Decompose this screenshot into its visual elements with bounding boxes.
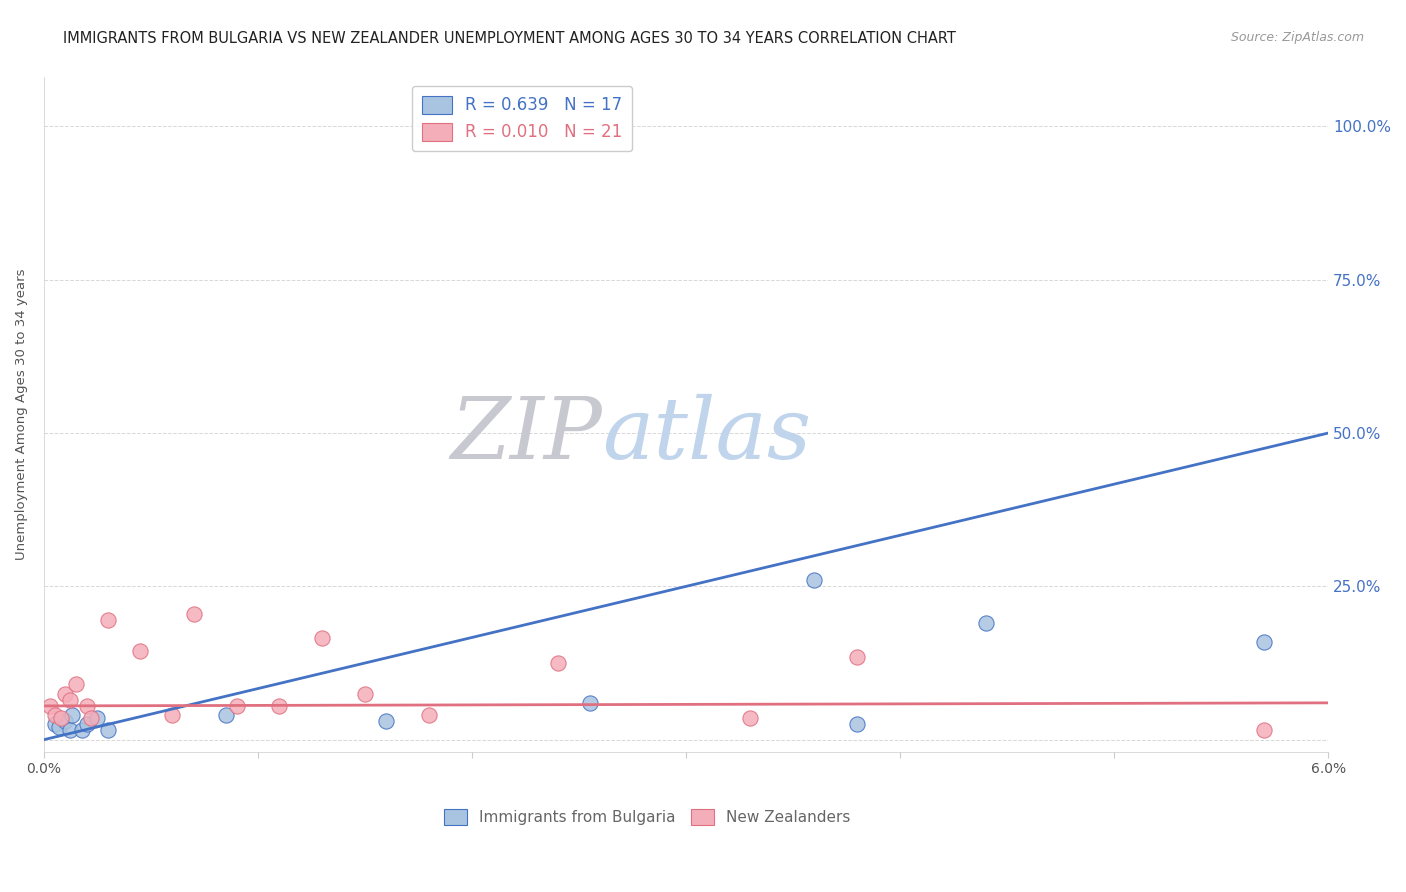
Point — [547, 656, 569, 670]
Text: IMMIGRANTS FROM BULGARIA VS NEW ZEALANDER UNEMPLOYMENT AMONG AGES 30 TO 34 YEARS: IMMIGRANTS FROM BULGARIA VS NEW ZEALANDE… — [63, 31, 956, 46]
Point — [974, 616, 997, 631]
Point — [162, 708, 184, 723]
Y-axis label: Unemployment Among Ages 30 to 34 years: Unemployment Among Ages 30 to 34 years — [15, 268, 28, 560]
Point — [49, 711, 72, 725]
Point — [803, 573, 825, 587]
Point — [86, 711, 108, 725]
Point — [740, 711, 762, 725]
Point — [76, 717, 98, 731]
Point — [76, 698, 98, 713]
Point — [129, 644, 152, 658]
Point — [97, 723, 120, 738]
Point — [59, 693, 82, 707]
Point — [48, 720, 70, 734]
Point — [44, 708, 66, 723]
Point — [589, 120, 612, 134]
Point — [97, 613, 120, 627]
Point — [59, 723, 82, 738]
Point — [578, 696, 600, 710]
Point — [311, 632, 333, 646]
Point — [53, 714, 76, 729]
Point — [418, 708, 440, 723]
Point — [39, 698, 62, 713]
Point — [72, 723, 94, 738]
Point — [215, 708, 238, 723]
Point — [225, 698, 247, 713]
Point — [375, 714, 398, 729]
Point — [44, 717, 66, 731]
Point — [846, 649, 869, 664]
Point — [53, 687, 76, 701]
Point — [354, 687, 377, 701]
Point — [80, 711, 103, 725]
Point — [269, 698, 291, 713]
Text: ZIP: ZIP — [451, 393, 603, 476]
Point — [60, 708, 83, 723]
Point — [183, 607, 205, 621]
Point — [65, 677, 87, 691]
Point — [846, 717, 869, 731]
Point — [1253, 723, 1275, 738]
Text: Source: ZipAtlas.com: Source: ZipAtlas.com — [1230, 31, 1364, 45]
Legend: Immigrants from Bulgaria, New Zealanders: Immigrants from Bulgaria, New Zealanders — [439, 804, 856, 831]
Point — [1253, 634, 1275, 648]
Text: atlas: atlas — [603, 393, 811, 476]
